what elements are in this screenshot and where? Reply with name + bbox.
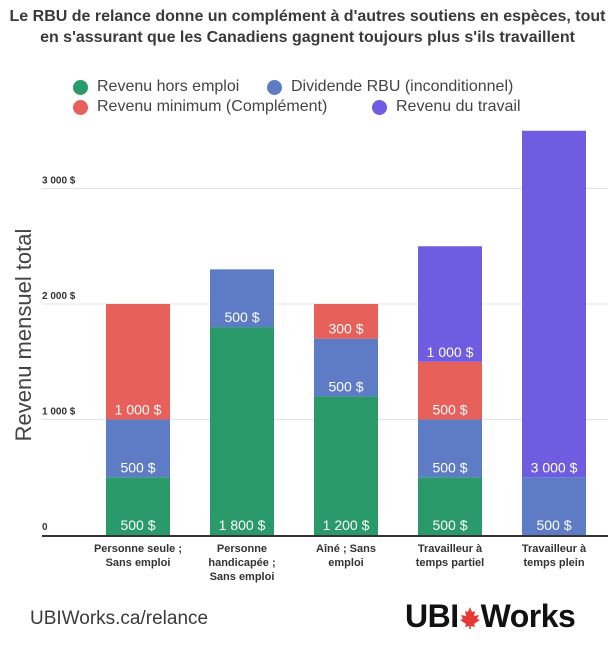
x-tick-label-line: handicapée ;: [208, 557, 275, 569]
x-tick-label: Travailleur à temps plein: [522, 543, 587, 569]
maple-leaf-icon: [459, 600, 480, 637]
bar-segment: [106, 419, 170, 478]
chart-title: Le RBU de relance donne un complément à …: [9, 8, 606, 46]
bar-segment: [210, 327, 274, 535]
legend-item: Revenu minimum (Complément): [73, 98, 327, 116]
legend-swatch: [372, 99, 387, 115]
legend-item: Revenu du travail: [372, 98, 521, 116]
x-tick-label: Personne seule ; Sans emploi: [94, 543, 182, 569]
data-label: 500 $: [120, 517, 155, 533]
data-label: 500 $: [224, 309, 259, 325]
x-tick-label-line: Personne seule ;: [94, 543, 182, 555]
x-tick-label-line: Travailleur à: [522, 543, 587, 555]
y-axis-title: Revenu mensuel total: [11, 229, 36, 442]
legend-label: Revenu hors emploi: [97, 78, 240, 95]
x-tick-label: Personne handicapée ; Sans emploi: [208, 543, 275, 583]
data-label: 1 800 $: [219, 517, 266, 533]
bar-segment: [522, 477, 586, 535]
x-tick-label: Aîné ; Sans emploi: [316, 543, 376, 569]
legend-item: Dividende RBU (inconditionnel): [267, 78, 513, 96]
footer-url[interactable]: UBIWorks.ca/relance: [30, 608, 209, 629]
legend-swatch: [73, 99, 88, 115]
y-tick-label: 3 000 $: [42, 176, 76, 187]
x-tick-label-line: temps partiel: [416, 557, 484, 569]
data-label: 3 000 $: [531, 459, 578, 475]
bar-segment: [418, 246, 482, 362]
data-label: 500 $: [432, 459, 467, 475]
legend-swatch: [73, 79, 88, 95]
bar-segment: [522, 130, 586, 478]
y-tick-label: 0: [42, 522, 48, 533]
legend-item: Revenu hors emploi: [73, 78, 239, 96]
y-tick-label: 2 000 $: [42, 291, 76, 302]
bar-segment: [418, 477, 482, 535]
logo-text-works: Works: [480, 598, 576, 634]
x-tick-label-line: Aîné ; Sans: [316, 543, 376, 555]
bar-segment: [418, 419, 482, 478]
bar-segment: [418, 361, 482, 420]
legend-label: Revenu minimum (Complément): [97, 98, 328, 115]
x-tick-label-line: temps plein: [523, 557, 584, 569]
bar-segment: [106, 477, 170, 535]
data-label: 300 $: [328, 321, 363, 337]
x-tick-label-line: emploi: [328, 557, 363, 569]
x-tick-label-line: Personne: [217, 543, 267, 555]
data-label: 1 000 $: [115, 402, 162, 418]
data-label: 500 $: [432, 402, 467, 418]
logo-text-ubi: UBI: [405, 598, 459, 634]
data-label: 1 000 $: [427, 344, 474, 360]
data-label: 1 200 $: [323, 517, 370, 533]
x-tick-label: Travailleur à temps partiel: [416, 543, 484, 569]
bar-segment: [106, 304, 170, 420]
bar-segment: [314, 396, 378, 535]
x-tick-label-line: Sans emploi: [106, 557, 171, 569]
x-tick-label-line: Travailleur à: [418, 543, 483, 555]
legend-label: Dividende RBU (inconditionnel): [291, 78, 514, 95]
bar-segment: [314, 338, 378, 397]
bar-segment: [314, 304, 378, 339]
ubiworks-logo: UBI Works: [405, 598, 576, 637]
data-label: 500 $: [536, 517, 571, 533]
legend-swatch: [267, 79, 282, 95]
bar-segment: [210, 269, 274, 328]
data-label: 500 $: [432, 517, 467, 533]
y-tick-label: 1 000 $: [42, 407, 76, 418]
data-label: 500 $: [328, 378, 363, 394]
x-tick-label-line: Sans emploi: [210, 571, 275, 583]
legend-label: Revenu du travail: [396, 98, 521, 115]
data-label: 500 $: [120, 459, 155, 475]
